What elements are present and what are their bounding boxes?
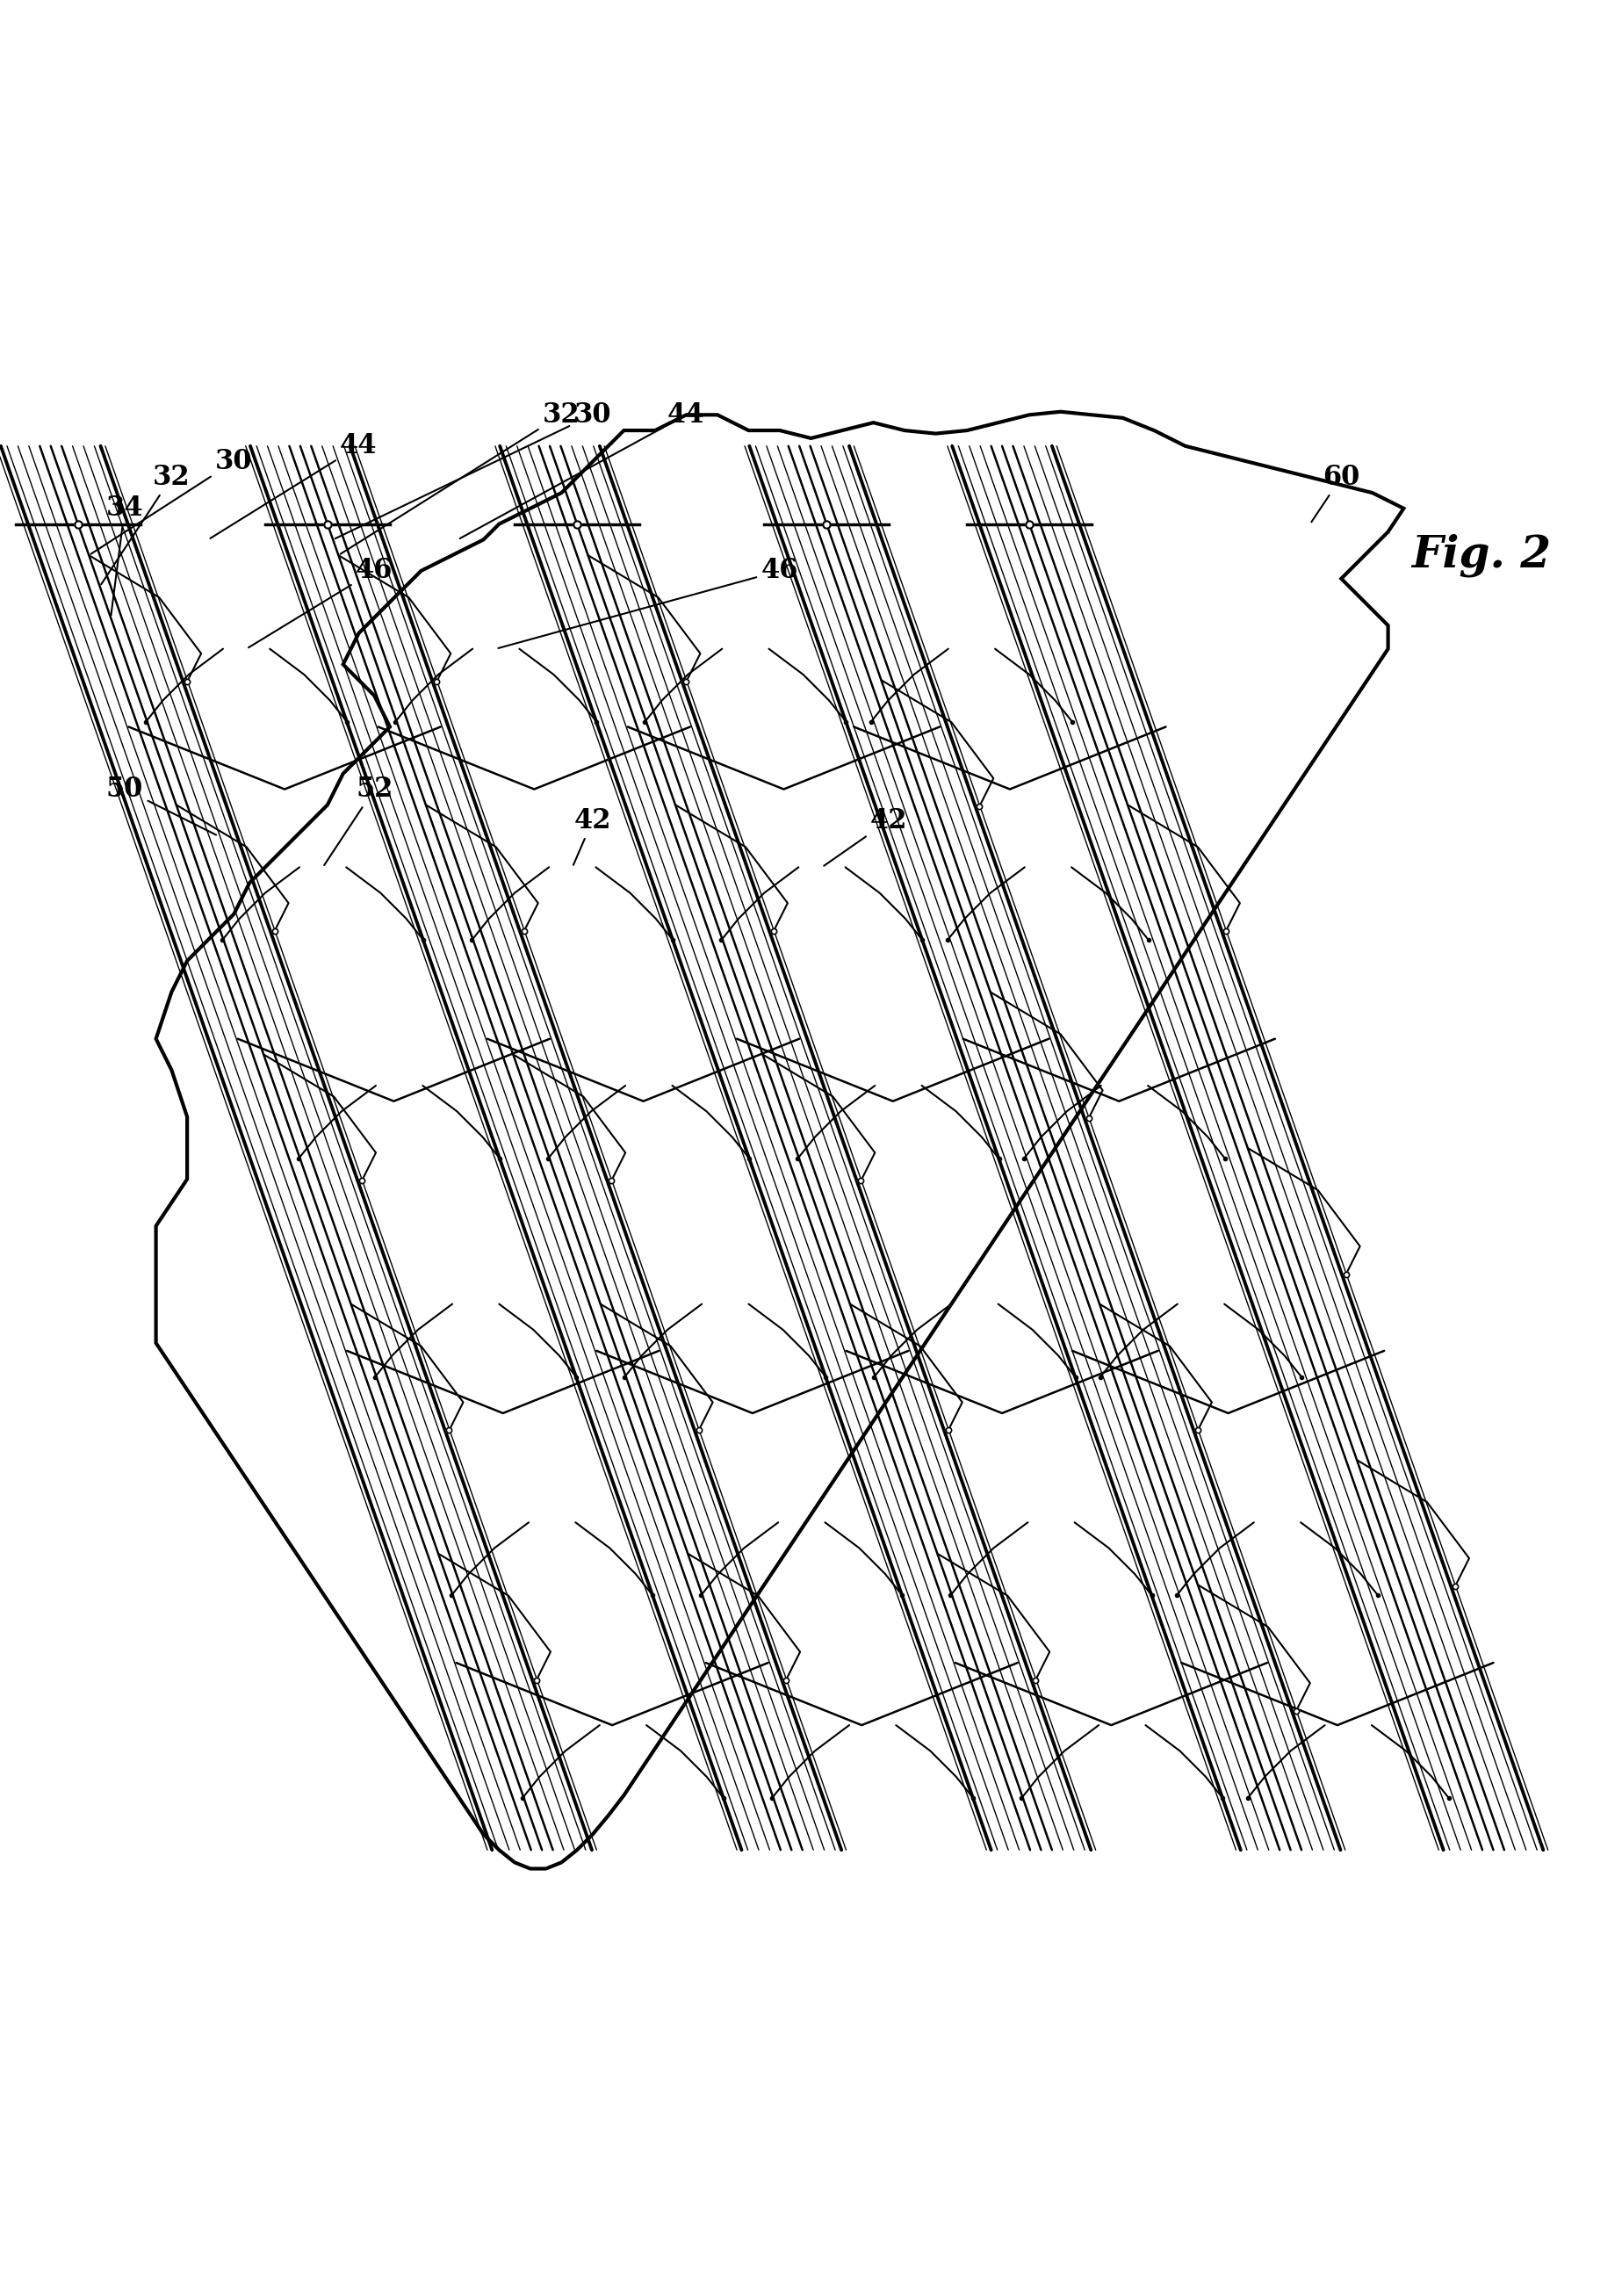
Text: 30: 30 [91, 448, 253, 553]
Text: 46: 46 [248, 558, 393, 647]
Text: 50: 50 [105, 776, 216, 836]
Text: 44: 44 [461, 402, 706, 540]
Text: Fig. 2: Fig. 2 [1411, 533, 1552, 576]
Text: 42: 42 [824, 806, 908, 866]
Text: 32: 32 [341, 402, 581, 553]
Text: 32: 32 [101, 464, 190, 585]
Text: 34: 34 [105, 496, 143, 615]
Text: 42: 42 [573, 806, 611, 866]
Text: 60: 60 [1312, 464, 1359, 521]
Text: 44: 44 [211, 432, 378, 537]
Text: 30: 30 [336, 402, 611, 540]
Text: 46: 46 [498, 558, 798, 647]
Text: 52: 52 [324, 776, 393, 866]
